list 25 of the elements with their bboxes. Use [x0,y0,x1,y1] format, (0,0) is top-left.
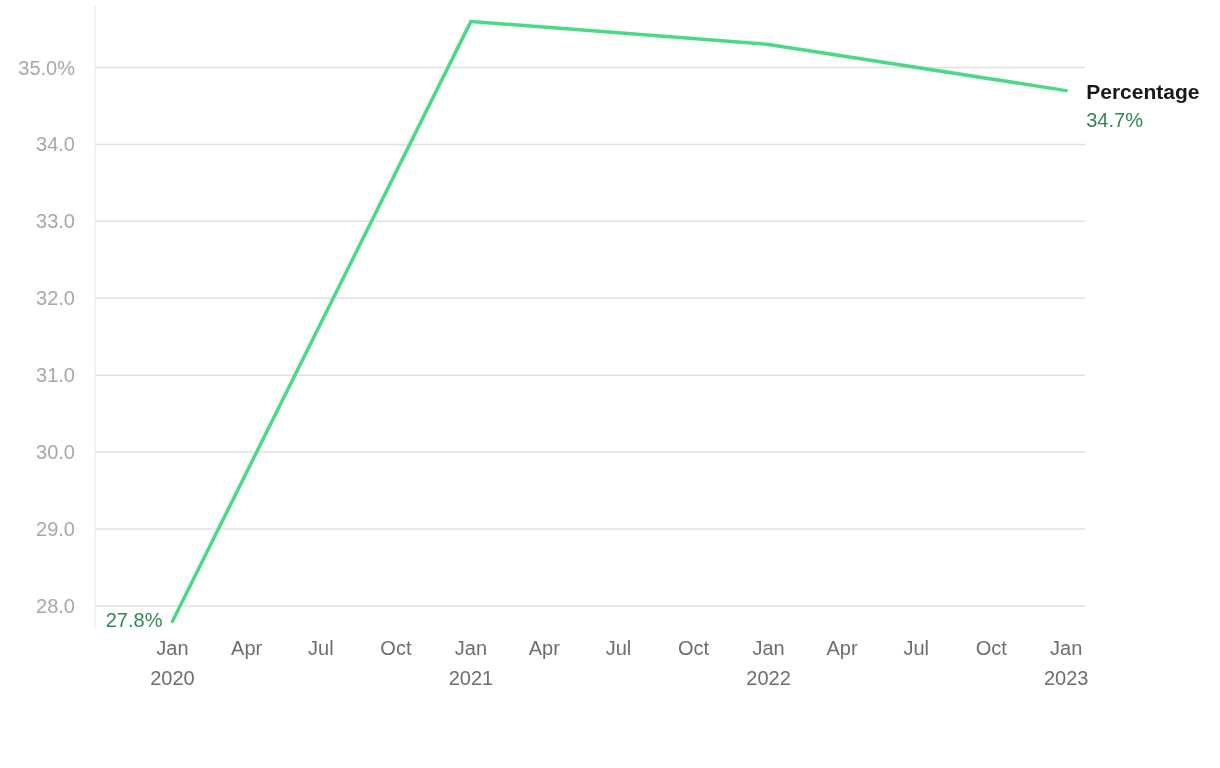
x-tick-label: Jan 2020 [150,637,195,689]
y-tick-label: 30.0 [36,441,75,464]
line-series [170,19,1068,624]
x-tick-label: Jan 2021 [448,637,494,689]
x-tick-label: Apr [826,637,858,659]
y-tick-label: 32.0 [36,287,75,310]
y-tick-label: 29.0 [36,518,75,541]
y-tick-label: 34.0 [36,133,75,156]
x-tick-label: Oct [678,637,710,659]
y-tick-label: 28.0 [36,594,75,617]
x-tick-label: Jul [605,637,632,659]
y-tick-label: 33.0 [36,210,75,233]
data-label: 27.8% [105,609,163,632]
x-tick-label: Jul [308,637,334,659]
x-tick-label: Jan 2022 [746,637,791,689]
x-tick-label: Jul [903,637,929,659]
x-tick-label: Oct [975,637,1008,659]
y-tick-label: 31.0 [36,364,75,387]
x-tick-label: Jan 2023 [1043,637,1089,689]
data-label: 34.7% [1086,108,1144,131]
y-tick-label: 35.0% [18,56,76,79]
x-tick-label: Apr [231,637,263,659]
x-tick-label: Oct [380,637,412,659]
x-tick-label: Apr [528,637,561,659]
series-label: Percentage [1086,79,1200,103]
